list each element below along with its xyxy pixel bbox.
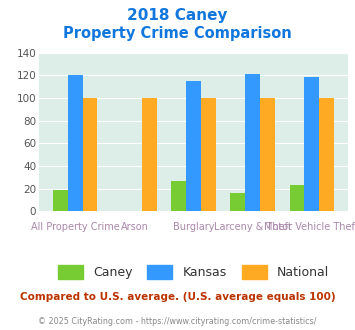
Bar: [230, 193, 245, 211]
Bar: [142, 98, 157, 211]
Bar: [186, 81, 201, 211]
Text: Motor Vehicle Theft: Motor Vehicle Theft: [264, 222, 355, 232]
Text: All Property Crime: All Property Crime: [31, 222, 120, 232]
Bar: [319, 98, 334, 211]
Text: © 2025 CityRating.com - https://www.cityrating.com/crime-statistics/: © 2025 CityRating.com - https://www.city…: [38, 317, 317, 326]
Text: Burglary: Burglary: [173, 222, 214, 232]
Bar: [171, 181, 186, 211]
Bar: [290, 185, 304, 211]
Bar: [260, 98, 275, 211]
Bar: [245, 74, 260, 211]
Text: Arson: Arson: [120, 222, 148, 232]
Text: Larceny & Theft: Larceny & Theft: [214, 222, 291, 232]
Bar: [83, 98, 97, 211]
Text: 2018 Caney: 2018 Caney: [127, 8, 228, 23]
Bar: [53, 190, 68, 211]
Bar: [68, 76, 83, 211]
Bar: [201, 98, 215, 211]
Text: Compared to U.S. average. (U.S. average equals 100): Compared to U.S. average. (U.S. average …: [20, 292, 335, 302]
Text: Property Crime Comparison: Property Crime Comparison: [63, 26, 292, 41]
Legend: Caney, Kansas, National: Caney, Kansas, National: [58, 265, 329, 279]
Bar: [304, 77, 319, 211]
